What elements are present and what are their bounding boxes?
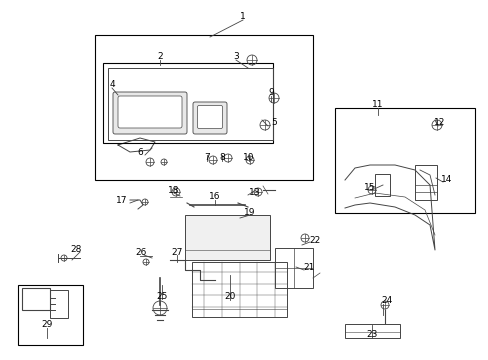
Text: 14: 14 bbox=[440, 175, 452, 184]
Bar bbox=[108, 68, 272, 140]
Text: 16: 16 bbox=[209, 192, 220, 201]
Text: 8: 8 bbox=[219, 153, 224, 162]
Text: 25: 25 bbox=[156, 292, 167, 301]
Bar bbox=[274, 248, 312, 288]
Bar bbox=[184, 215, 269, 260]
Text: 18: 18 bbox=[168, 186, 180, 195]
Text: 29: 29 bbox=[41, 320, 53, 329]
Text: 12: 12 bbox=[433, 118, 445, 127]
Text: 15: 15 bbox=[364, 183, 375, 192]
Text: 26: 26 bbox=[135, 248, 146, 257]
Text: 6: 6 bbox=[137, 148, 142, 157]
Text: 10: 10 bbox=[243, 153, 254, 162]
Text: 13: 13 bbox=[249, 188, 260, 197]
Text: 19: 19 bbox=[244, 208, 255, 217]
Text: 20: 20 bbox=[224, 292, 235, 301]
Text: 3: 3 bbox=[233, 52, 238, 61]
Text: 23: 23 bbox=[366, 330, 377, 339]
Bar bbox=[95, 35, 312, 180]
Text: 24: 24 bbox=[381, 296, 392, 305]
Bar bbox=[374, 174, 389, 196]
Text: 9: 9 bbox=[267, 88, 273, 97]
Bar bbox=[50, 290, 68, 318]
Bar bbox=[345, 324, 399, 338]
Text: 2: 2 bbox=[157, 52, 163, 61]
Bar bbox=[103, 63, 272, 143]
Bar bbox=[22, 288, 50, 310]
Text: 22: 22 bbox=[309, 236, 320, 245]
Bar bbox=[192, 262, 286, 317]
FancyBboxPatch shape bbox=[118, 96, 182, 128]
Bar bbox=[334, 108, 474, 213]
FancyBboxPatch shape bbox=[193, 102, 226, 134]
Text: 7: 7 bbox=[203, 153, 209, 162]
Text: 27: 27 bbox=[171, 248, 183, 257]
Text: 11: 11 bbox=[371, 100, 383, 109]
Text: 28: 28 bbox=[70, 245, 81, 254]
Bar bbox=[414, 165, 436, 200]
Text: 1: 1 bbox=[240, 12, 245, 21]
Text: 5: 5 bbox=[270, 118, 276, 127]
Text: 21: 21 bbox=[303, 263, 314, 272]
Text: 17: 17 bbox=[116, 196, 127, 205]
FancyBboxPatch shape bbox=[197, 105, 222, 129]
Bar bbox=[18, 285, 83, 345]
FancyBboxPatch shape bbox=[113, 92, 186, 134]
Text: 4: 4 bbox=[109, 80, 115, 89]
